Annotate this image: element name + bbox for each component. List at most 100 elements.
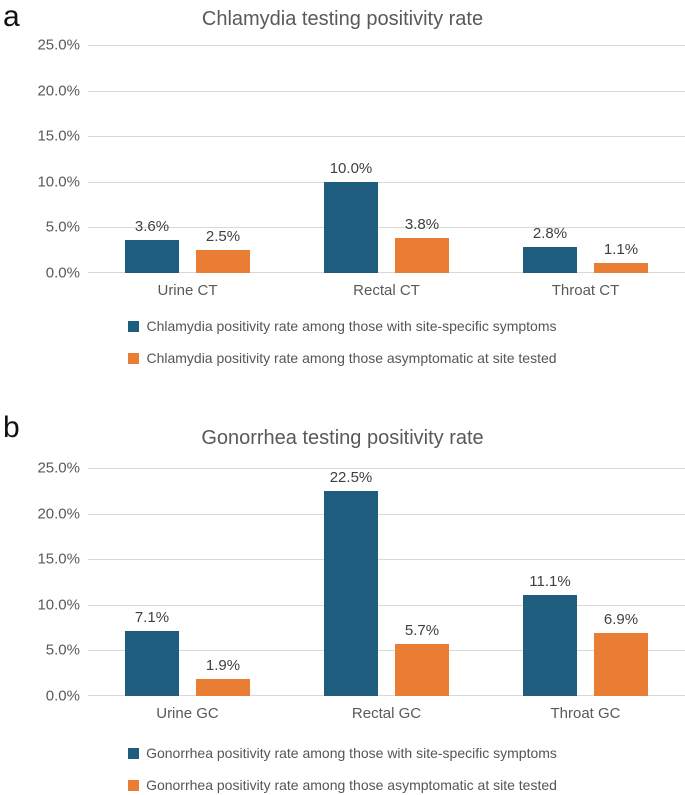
bar-group: 3.6% 2.5%: [88, 45, 287, 273]
gridline: [88, 513, 685, 515]
y-axis-tick-label: 20.0%: [37, 82, 80, 100]
bar-slot: 10.0%: [324, 45, 378, 273]
bar-groups: 3.6% 2.5% 10.0% 3.8% 2.8% 1.1%: [88, 45, 685, 273]
y-axis-tick-label: 10.0%: [37, 596, 80, 614]
x-axis-category-label: Rectal GC: [351, 705, 422, 722]
bar-group: 2.8% 1.1%: [486, 45, 685, 273]
bar-symptomatic: [125, 631, 179, 696]
gridline: [88, 650, 685, 652]
bar-slot: 2.8%: [523, 45, 577, 273]
bar-data-label: 6.9%: [603, 611, 639, 629]
gonorrhea-chart-body: 25.0% 20.0% 15.0% 10.0% 5.0% 0.0% 7.1% 1.9% 22.…: [0, 460, 685, 705]
legend-row: Gonorrhea positivity rate among those as…: [128, 774, 557, 795]
bar-slot: 7.1%: [125, 468, 179, 696]
bar-asymptomatic: [196, 250, 250, 273]
bar-symptomatic: [324, 181, 378, 273]
gonorrhea-chart-panel: b Gonorrhea testing positivity rate 25.0…: [0, 405, 685, 795]
bar-data-label: 22.5%: [329, 468, 373, 486]
bar-slot: 5.7%: [395, 468, 449, 696]
y-axis-tick-label: 25.0%: [37, 36, 80, 54]
bar-data-label: 2.8%: [532, 225, 568, 243]
legend-marker-asymptomatic-icon: [128, 779, 140, 791]
gridline: [88, 45, 685, 46]
x-axis-category-label: Rectal CT: [353, 282, 420, 299]
gonorrhea-x-axis: Urine GC Rectal GC Throat GC: [88, 696, 685, 726]
gridline: [88, 272, 685, 273]
legend-marker-symptomatic-icon: [128, 320, 140, 332]
x-axis-category-label: Urine GC: [156, 705, 219, 722]
gridline: [88, 227, 685, 229]
bar-symptomatic: [125, 240, 179, 273]
chlamydia-y-axis: 25.0% 20.0% 15.0% 10.0% 5.0% 0.0%: [6, 37, 80, 282]
bar-slot: 3.6%: [125, 45, 179, 273]
legend-row: Chlamydia positivity rate among those as…: [128, 347, 557, 369]
bar-data-label: 11.1%: [529, 572, 571, 590]
gridline: [88, 695, 685, 696]
legend-label: Gonorrhea positivity rate among those as…: [146, 777, 557, 793]
chlamydia-chart-body: 25.0% 20.0% 15.0% 10.0% 5.0% 0.0% 3.6% 2.5% 10.…: [0, 37, 685, 282]
bar-data-label: 10.0%: [329, 159, 373, 177]
y-axis-tick-label: 5.0%: [45, 218, 80, 236]
panel-label-b: b: [3, 411, 20, 444]
legend-label: Chlamydia positivity rate among those wi…: [146, 318, 557, 334]
chlamydia-chart-title: Chlamydia testing positivity rate: [201, 8, 484, 30]
chlamydia-x-axis: Urine CT Rectal CT Throat CT: [88, 273, 685, 303]
x-axis-category-label: Throat GC: [550, 705, 621, 722]
bar-asymptomatic: [594, 262, 648, 273]
bar-slot: 1.9%: [196, 468, 250, 696]
bar-asymptomatic: [395, 644, 449, 696]
bar-symptomatic: [523, 594, 577, 696]
x-axis-category-label: Throat CT: [551, 282, 620, 299]
bar-slot: 22.5%: [324, 468, 378, 696]
chlamydia-legend: Chlamydia positivity rate among those wi…: [0, 315, 685, 369]
y-axis-tick-label: 0.0%: [45, 264, 80, 282]
bar-data-label: 1.9%: [205, 656, 241, 674]
legend-label: Chlamydia positivity rate among those as…: [146, 350, 557, 366]
y-axis-tick-label: 15.0%: [37, 550, 80, 568]
legend-label: Gonorrhea positivity rate among those wi…: [146, 745, 557, 761]
gridline: [88, 559, 685, 561]
bar-group: 22.5% 5.7%: [287, 468, 486, 696]
legend-row: Chlamydia positivity rate among those wi…: [128, 315, 557, 337]
bar-slot: 3.8%: [395, 45, 449, 273]
gridline: [88, 181, 685, 183]
gridline: [88, 90, 685, 92]
bar-slot: 2.5%: [196, 45, 250, 273]
legend-marker-asymptomatic-icon: [128, 352, 140, 364]
bar-symptomatic: [324, 490, 378, 696]
bar-asymptomatic: [395, 238, 449, 273]
legend-row: Gonorrhea positivity rate among those wi…: [128, 742, 557, 764]
y-axis-tick-label: 0.0%: [45, 687, 80, 705]
legend-marker-symptomatic-icon: [128, 747, 140, 759]
y-axis-tick-label: 10.0%: [37, 173, 80, 191]
bar-asymptomatic: [594, 633, 648, 696]
gonorrhea-y-axis: 25.0% 20.0% 15.0% 10.0% 5.0% 0.0%: [6, 460, 80, 705]
y-axis-tick-label: 15.0%: [37, 127, 80, 145]
bar-data-label: 7.1%: [134, 609, 170, 627]
gonorrhea-chart-title: Gonorrhea testing positivity rate: [201, 427, 484, 449]
chlamydia-chart-header: a Chlamydia testing positivity rate: [0, 0, 685, 45]
gonorrhea-legend: Gonorrhea positivity rate among those wi…: [0, 742, 685, 795]
bar-group: 11.1% 6.9%: [486, 468, 685, 696]
y-axis-tick-label: 20.0%: [37, 505, 80, 523]
bar-asymptomatic: [196, 678, 250, 696]
bar-slot: 11.1%: [523, 468, 577, 696]
bar-data-label: 2.5%: [205, 228, 241, 246]
gridline: [88, 136, 685, 138]
bar-slot: 6.9%: [594, 468, 648, 696]
chlamydia-chart-panel: a Chlamydia testing positivity rate 25.0…: [0, 0, 685, 369]
gonorrhea-chart-header: b Gonorrhea testing positivity rate: [0, 405, 685, 468]
y-axis-tick-label: 25.0%: [37, 459, 80, 477]
y-axis-tick-label: 5.0%: [45, 641, 80, 659]
bar-group: 7.1% 1.9%: [88, 468, 287, 696]
panel-label-a: a: [3, 0, 20, 33]
bar-symptomatic: [523, 247, 577, 273]
bar-slot: 1.1%: [594, 45, 648, 273]
bar-data-label: 3.8%: [404, 216, 440, 234]
bar-group: 10.0% 3.8%: [287, 45, 486, 273]
gridline: [88, 468, 685, 469]
bar-data-label: 1.1%: [603, 240, 639, 258]
gonorrhea-plot-area: 7.1% 1.9% 22.5% 5.7% 11.1% 6.9%: [88, 468, 685, 696]
bar-groups: 7.1% 1.9% 22.5% 5.7% 11.1% 6.9%: [88, 468, 685, 696]
